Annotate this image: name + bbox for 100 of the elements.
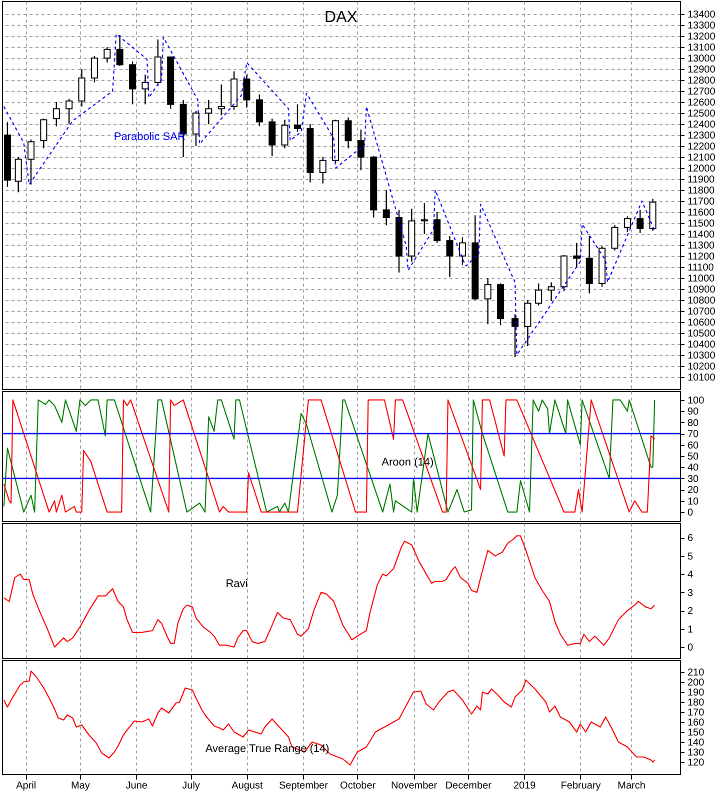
x-tick-label: May <box>71 780 90 792</box>
candlestick <box>611 224 618 252</box>
y-tick-label: 140 <box>688 738 705 748</box>
y-tick-label: 12300 <box>688 130 716 142</box>
y-tick-label: 150 <box>688 728 705 738</box>
candlestick <box>484 277 492 325</box>
candlestick <box>636 209 644 234</box>
y-tick-label: 200 <box>688 678 705 688</box>
y-tick-label: 60 <box>688 440 700 452</box>
x-tick-label: September <box>278 780 329 792</box>
y-tick-label: 11300 <box>688 240 716 252</box>
y-tick-label: 10 <box>688 496 700 508</box>
x-tick-label: 2019 <box>513 780 536 792</box>
candlestick <box>319 156 326 184</box>
y-tick-label: 0 <box>688 508 694 519</box>
y-tick-label: 160 <box>688 718 705 728</box>
candlestick <box>14 156 22 193</box>
y-tick-label: 10400 <box>688 339 716 350</box>
candlestick <box>205 99 212 125</box>
y-tick-label: 10300 <box>688 350 716 362</box>
y-tick-label: 12000 <box>688 164 716 175</box>
y-tick-label: 11800 <box>688 186 716 197</box>
candlestick <box>218 84 225 116</box>
y-tick-label: 10800 <box>688 295 716 306</box>
y-tick-label: 3 <box>688 588 694 599</box>
y-tick-label: 11700 <box>688 196 716 208</box>
y-tick-label: 10500 <box>688 328 716 340</box>
y-tick-label: 13100 <box>688 42 716 54</box>
x-tick-label: March <box>618 780 646 792</box>
x-tick-label: November <box>390 780 438 792</box>
y-tick-label: 90 <box>688 406 700 418</box>
y-tick-label: 210 <box>688 668 705 678</box>
candlestick <box>344 116 352 149</box>
candlestick <box>116 34 124 66</box>
candlestick <box>104 46 111 64</box>
x-tick-label: June <box>126 780 148 792</box>
y-tick-label: 20 <box>688 485 700 496</box>
x-tick-label: February <box>560 780 601 792</box>
line-series <box>3 535 656 648</box>
candlestick <box>192 110 200 147</box>
x-tick-label: August <box>232 780 264 792</box>
x-tick-label: December <box>445 780 492 792</box>
line-series <box>3 670 656 766</box>
y-tick-label: 10100 <box>688 372 716 384</box>
line-series <box>3 33 656 356</box>
y-tick-label: 100 <box>688 395 705 406</box>
y-tick-label: 11000 <box>688 273 716 284</box>
y-tick-label: 10200 <box>688 361 716 372</box>
y-tick-label: 4 <box>688 570 694 581</box>
x-tick-label: October <box>340 780 376 792</box>
candlestick <box>434 211 441 244</box>
y-tick-label: 12600 <box>688 98 716 109</box>
candlestick <box>243 74 250 108</box>
candlestick <box>90 55 98 83</box>
candlestick <box>357 129 364 171</box>
y-tick-label: 13400 <box>688 10 716 21</box>
candlestick <box>256 94 263 127</box>
y-tick-label: 1 <box>688 624 694 636</box>
y-tick-label: 170 <box>688 708 705 718</box>
candlestick <box>268 118 276 157</box>
candlestick <box>420 202 428 235</box>
y-tick-label: 12200 <box>688 142 716 153</box>
x-tick-label: July <box>182 780 200 792</box>
y-tick-label: 40 <box>688 462 700 474</box>
y-tick-label: 11400 <box>688 230 716 241</box>
line-series <box>3 399 656 513</box>
candlestick <box>458 236 466 266</box>
candlestick <box>142 74 149 105</box>
y-tick-label: 11900 <box>688 174 716 186</box>
y-tick-label: 2 <box>688 606 694 618</box>
candlestick <box>78 68 86 108</box>
y-tick-label: 0 <box>688 642 694 654</box>
candlestick <box>52 102 60 127</box>
y-tick-label: 190 <box>688 688 705 698</box>
candlestick <box>524 299 532 347</box>
y-tick-label: 11200 <box>688 252 716 263</box>
candlestick <box>548 282 555 302</box>
candlestick <box>66 98 73 125</box>
y-tick-label: 13200 <box>688 32 716 43</box>
y-tick-label: 120 <box>688 758 705 768</box>
candlestick <box>28 138 35 186</box>
candlestick <box>294 104 301 132</box>
y-tick-label: 12700 <box>688 86 716 98</box>
y-tick-label: 80 <box>688 418 700 429</box>
y-tick-label: 11100 <box>688 262 714 274</box>
candlestick <box>382 189 390 226</box>
candlestick <box>40 118 48 149</box>
y-tick-label: 12400 <box>688 120 716 131</box>
candlestick <box>624 216 631 232</box>
candlestick <box>446 236 454 278</box>
x-tick-label: April <box>16 780 36 792</box>
candlestick <box>281 119 288 149</box>
y-tick-label: 10600 <box>688 317 716 328</box>
y-tick-label: 50 <box>688 452 700 462</box>
y-tick-label: 70 <box>688 429 700 440</box>
text: DAX <box>324 9 358 26</box>
y-tick-label: 5 <box>688 551 694 562</box>
y-tick-label: 10900 <box>688 284 716 296</box>
y-tick-label: 11500 <box>688 218 716 230</box>
y-tick-label: 6 <box>688 533 694 544</box>
